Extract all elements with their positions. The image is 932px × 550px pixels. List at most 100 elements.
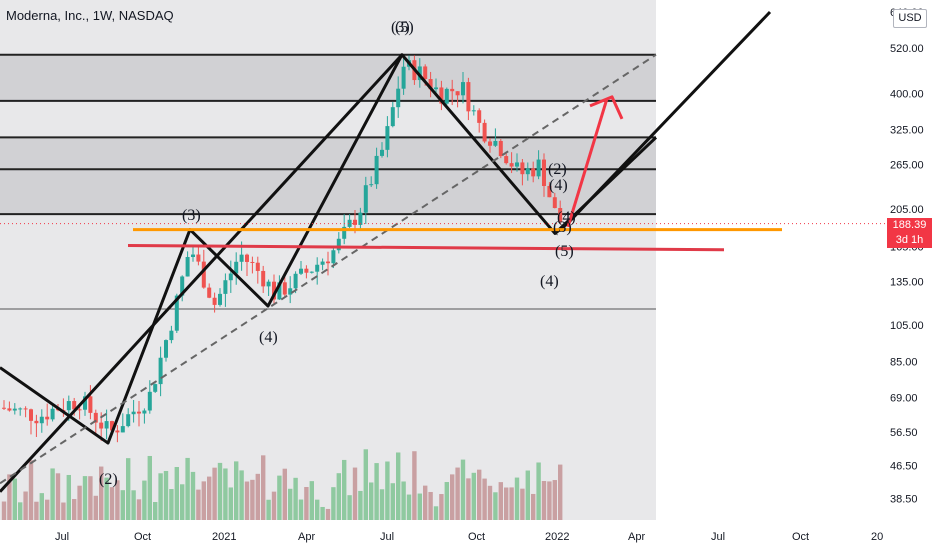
time-tick-label: 2022 (545, 531, 569, 543)
candle-body (466, 82, 471, 112)
volume-bar (298, 499, 304, 520)
candle-body (509, 163, 514, 167)
candle-body (50, 408, 55, 420)
candle-body (83, 396, 87, 410)
price-tick-label: 325.00 (890, 124, 924, 136)
candle-body (12, 408, 17, 411)
candle-body (288, 288, 293, 295)
candle-body (531, 168, 536, 177)
candle-body (450, 88, 455, 92)
candle-body (390, 107, 395, 127)
price-tick-label: 400.00 (890, 88, 924, 100)
candle-body (266, 281, 271, 287)
candle-body (455, 91, 460, 96)
candle-body (320, 261, 325, 265)
time-tick-label: Oct (468, 531, 485, 543)
time-tick-label: Oct (134, 531, 151, 543)
candle-body (72, 401, 77, 410)
wave-label: (2) (99, 471, 118, 488)
candle-body (347, 219, 352, 227)
volume-bar (82, 476, 88, 520)
wave-label: (4) (557, 209, 576, 226)
candle-body (547, 186, 552, 198)
candle-body (18, 408, 23, 410)
volume-bar (142, 480, 147, 520)
candle-body (434, 87, 438, 90)
price-tick-label: 69.00 (890, 392, 918, 404)
candle-body (147, 391, 152, 411)
volume-bar (169, 489, 174, 520)
price-tick-label: 265.00 (890, 160, 924, 172)
volume-bar (1, 501, 7, 520)
candle-body (88, 396, 93, 413)
volume-bar (201, 481, 206, 520)
candle-body (299, 268, 303, 274)
volume-bar (304, 486, 309, 520)
candle-body (158, 357, 163, 385)
volume-bar (271, 491, 277, 520)
candle-body (169, 330, 174, 341)
candle-body (277, 282, 282, 300)
candle-body (493, 140, 498, 146)
candle-body (137, 411, 141, 414)
candle-body (525, 168, 530, 175)
candle-body (34, 420, 39, 424)
volume-bar (223, 468, 228, 520)
candle-body (120, 426, 125, 433)
candle-body (444, 88, 449, 104)
time-tick-label: 2021 (212, 531, 236, 543)
volume-bar (498, 482, 503, 520)
volume-bar (293, 477, 298, 520)
candle-body (515, 162, 519, 167)
volume-bar (331, 487, 336, 520)
volume-bar (325, 508, 331, 520)
volume-bar (196, 489, 201, 520)
wave-label: (4) (259, 329, 278, 346)
candle-body (461, 82, 465, 96)
volume-bar (255, 473, 260, 520)
wave-label: (4) (540, 273, 559, 290)
volume-bar (55, 473, 61, 520)
candle-body (358, 212, 363, 225)
time-tick-label: Jul (55, 531, 69, 543)
candle-body (245, 254, 249, 262)
candle-body (353, 219, 357, 225)
volume-bar (7, 474, 12, 520)
volume-bar (93, 495, 98, 520)
candle-body (153, 384, 158, 392)
volume-bar (423, 485, 428, 520)
volume-bar (261, 455, 266, 520)
volume-bar (39, 493, 44, 520)
candle-body (428, 79, 433, 90)
candle-body (342, 226, 347, 239)
price-axis-area (887, 0, 932, 550)
volume-bar (477, 469, 482, 520)
volume-bar (417, 493, 422, 520)
volume-bar (12, 478, 17, 520)
candle-body (45, 416, 50, 420)
wave-label: (5) (555, 243, 574, 260)
volume-bar (514, 477, 520, 520)
candle-body (498, 140, 503, 157)
candle-body (234, 261, 239, 274)
time-axis-area (0, 520, 887, 550)
arrow-head (589, 95, 624, 120)
volume-bar (190, 471, 196, 520)
candle-body (23, 408, 28, 410)
volume-bar (428, 491, 433, 520)
candle-body (99, 422, 104, 429)
volume-bar (369, 482, 374, 520)
candle-body (536, 159, 541, 177)
candle-body (207, 287, 212, 298)
candle-body (331, 250, 336, 264)
currency-button[interactable]: USD (893, 9, 927, 28)
candle-body (77, 409, 82, 411)
price-zone (0, 137, 656, 170)
candle-body (29, 409, 33, 421)
candle-body (115, 430, 120, 433)
volume-bar (342, 459, 347, 520)
wave-label: (3) (391, 19, 410, 36)
volume-bar (315, 499, 320, 520)
candle-body (174, 295, 179, 331)
